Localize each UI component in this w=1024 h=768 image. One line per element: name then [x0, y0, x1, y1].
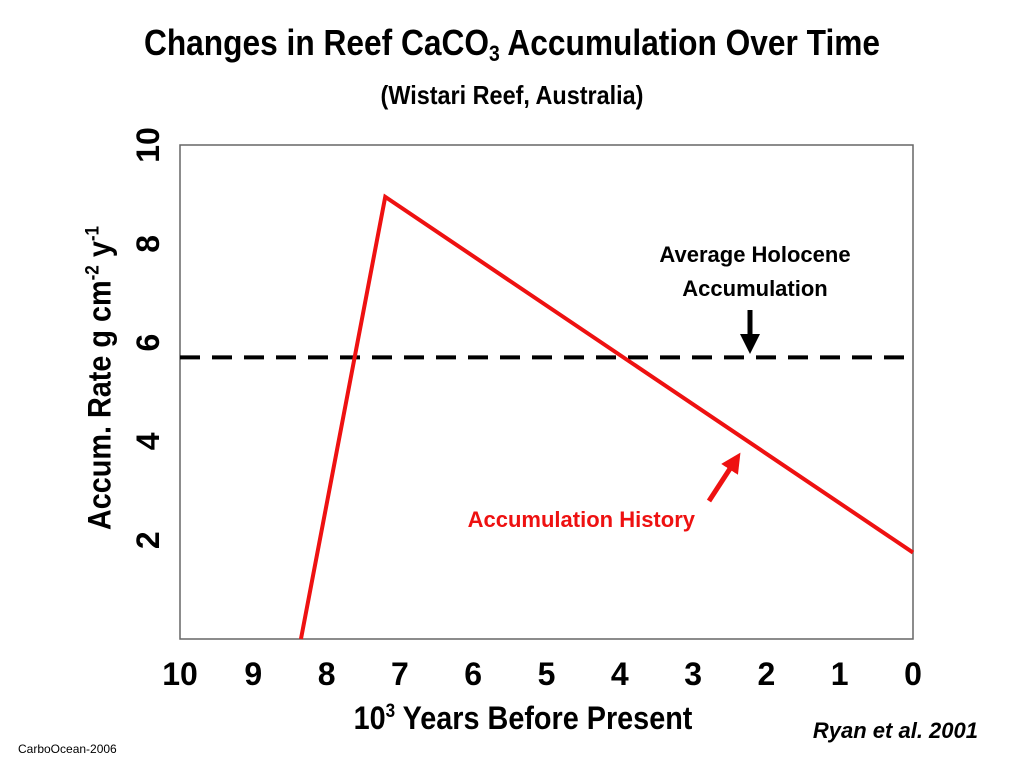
- x-tick-label: 3: [684, 656, 702, 692]
- chart-subtitle: (Wistari Reef, Australia): [380, 80, 644, 110]
- accumulation-history-line: [298, 193, 915, 640]
- y-tick-label: 10: [130, 127, 166, 163]
- chart-title: Changes in Reef CaCO3 Accumulation Over …: [143, 22, 881, 66]
- x-tick-label: 6: [464, 656, 482, 692]
- x-tick-label: 8: [318, 656, 336, 692]
- x-tick-labels: 10 9 8 7 6 5 4 3 2 1 0: [162, 656, 922, 692]
- x-tick-label: 4: [611, 656, 629, 692]
- x-tick-label: 10: [162, 656, 198, 692]
- y-tick-label: 6: [130, 334, 166, 352]
- x-tick-label: 0: [904, 656, 922, 692]
- plot-frame: [179, 144, 914, 640]
- annotation-history: Accumulation History: [468, 507, 696, 532]
- y-tick-label: 4: [130, 432, 166, 450]
- y-tick-labels: 2 4 6 8 10: [130, 127, 166, 549]
- citation-credit: Ryan et al. 2001: [812, 718, 978, 743]
- annotation-average-line1: Average Holocene: [659, 242, 850, 267]
- y-tick-label: 2: [130, 531, 166, 549]
- x-tick-label: 9: [244, 656, 262, 692]
- x-axis-label: 103 Years Before Present: [353, 700, 693, 736]
- x-tick-label: 7: [391, 656, 409, 692]
- annotation-average-line2: Accumulation: [682, 276, 827, 301]
- x-tick-label: 5: [538, 656, 556, 692]
- footer-label: CarboOcean-2006: [18, 742, 117, 756]
- x-tick-label: 2: [758, 656, 776, 692]
- annotation-arrow-red: [706, 452, 741, 503]
- y-tick-label: 8: [130, 235, 166, 253]
- x-tick-label: 1: [831, 656, 849, 692]
